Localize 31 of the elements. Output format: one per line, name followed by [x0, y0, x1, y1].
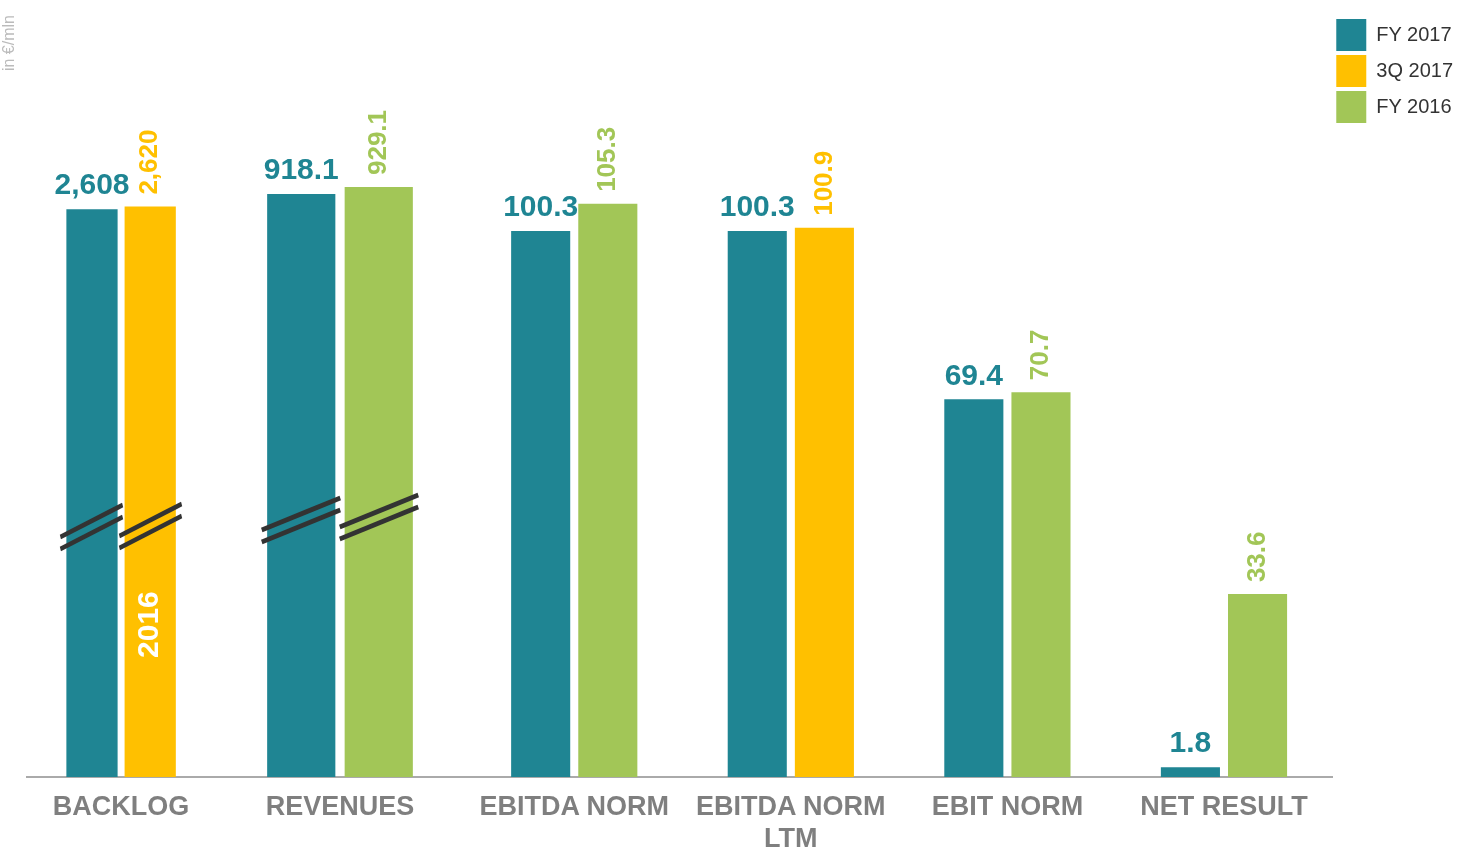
bar [578, 203, 638, 777]
data-label: 929.1 [361, 109, 392, 176]
x-tick-label: EBIT NORM [931, 790, 1084, 821]
legend-label: FY 2017 [1376, 22, 1452, 45]
x-tick-label: BACKLOG [52, 790, 190, 821]
legend-label: FY 2016 [1376, 94, 1452, 117]
bar [1228, 594, 1288, 777]
data-label: 69.4 [944, 357, 1004, 391]
x-tick-label: NET RESULT [1140, 790, 1309, 821]
data-label: 2,608 [54, 167, 130, 201]
data-label: 70.7 [1024, 329, 1055, 381]
legend-label: 3Q 2017 [1376, 58, 1454, 81]
data-label: 33.6 [1240, 531, 1271, 583]
data-label: 918.1 [263, 152, 339, 186]
data-label: 100.3 [503, 189, 579, 223]
bar [727, 231, 787, 777]
data-label: 105.3 [590, 126, 621, 192]
data-label: 1.8 [1169, 725, 1212, 759]
x-tick-label: EBITDA NORM [479, 790, 669, 821]
x-tick-label: REVENUES [265, 790, 415, 821]
bar [1160, 767, 1220, 777]
data-label: 100.3 [719, 189, 795, 223]
bar [511, 231, 571, 777]
bar [1011, 392, 1071, 777]
data-label: 2,620 [133, 129, 164, 195]
bar [944, 399, 1004, 777]
bar [794, 227, 854, 777]
y-axis-title: in €/mln [0, 15, 18, 72]
annotation: 2016 [131, 591, 165, 658]
x-tick-label: EBITDA NORM LTM [696, 790, 886, 854]
data-label: 100.9 [807, 150, 838, 216]
